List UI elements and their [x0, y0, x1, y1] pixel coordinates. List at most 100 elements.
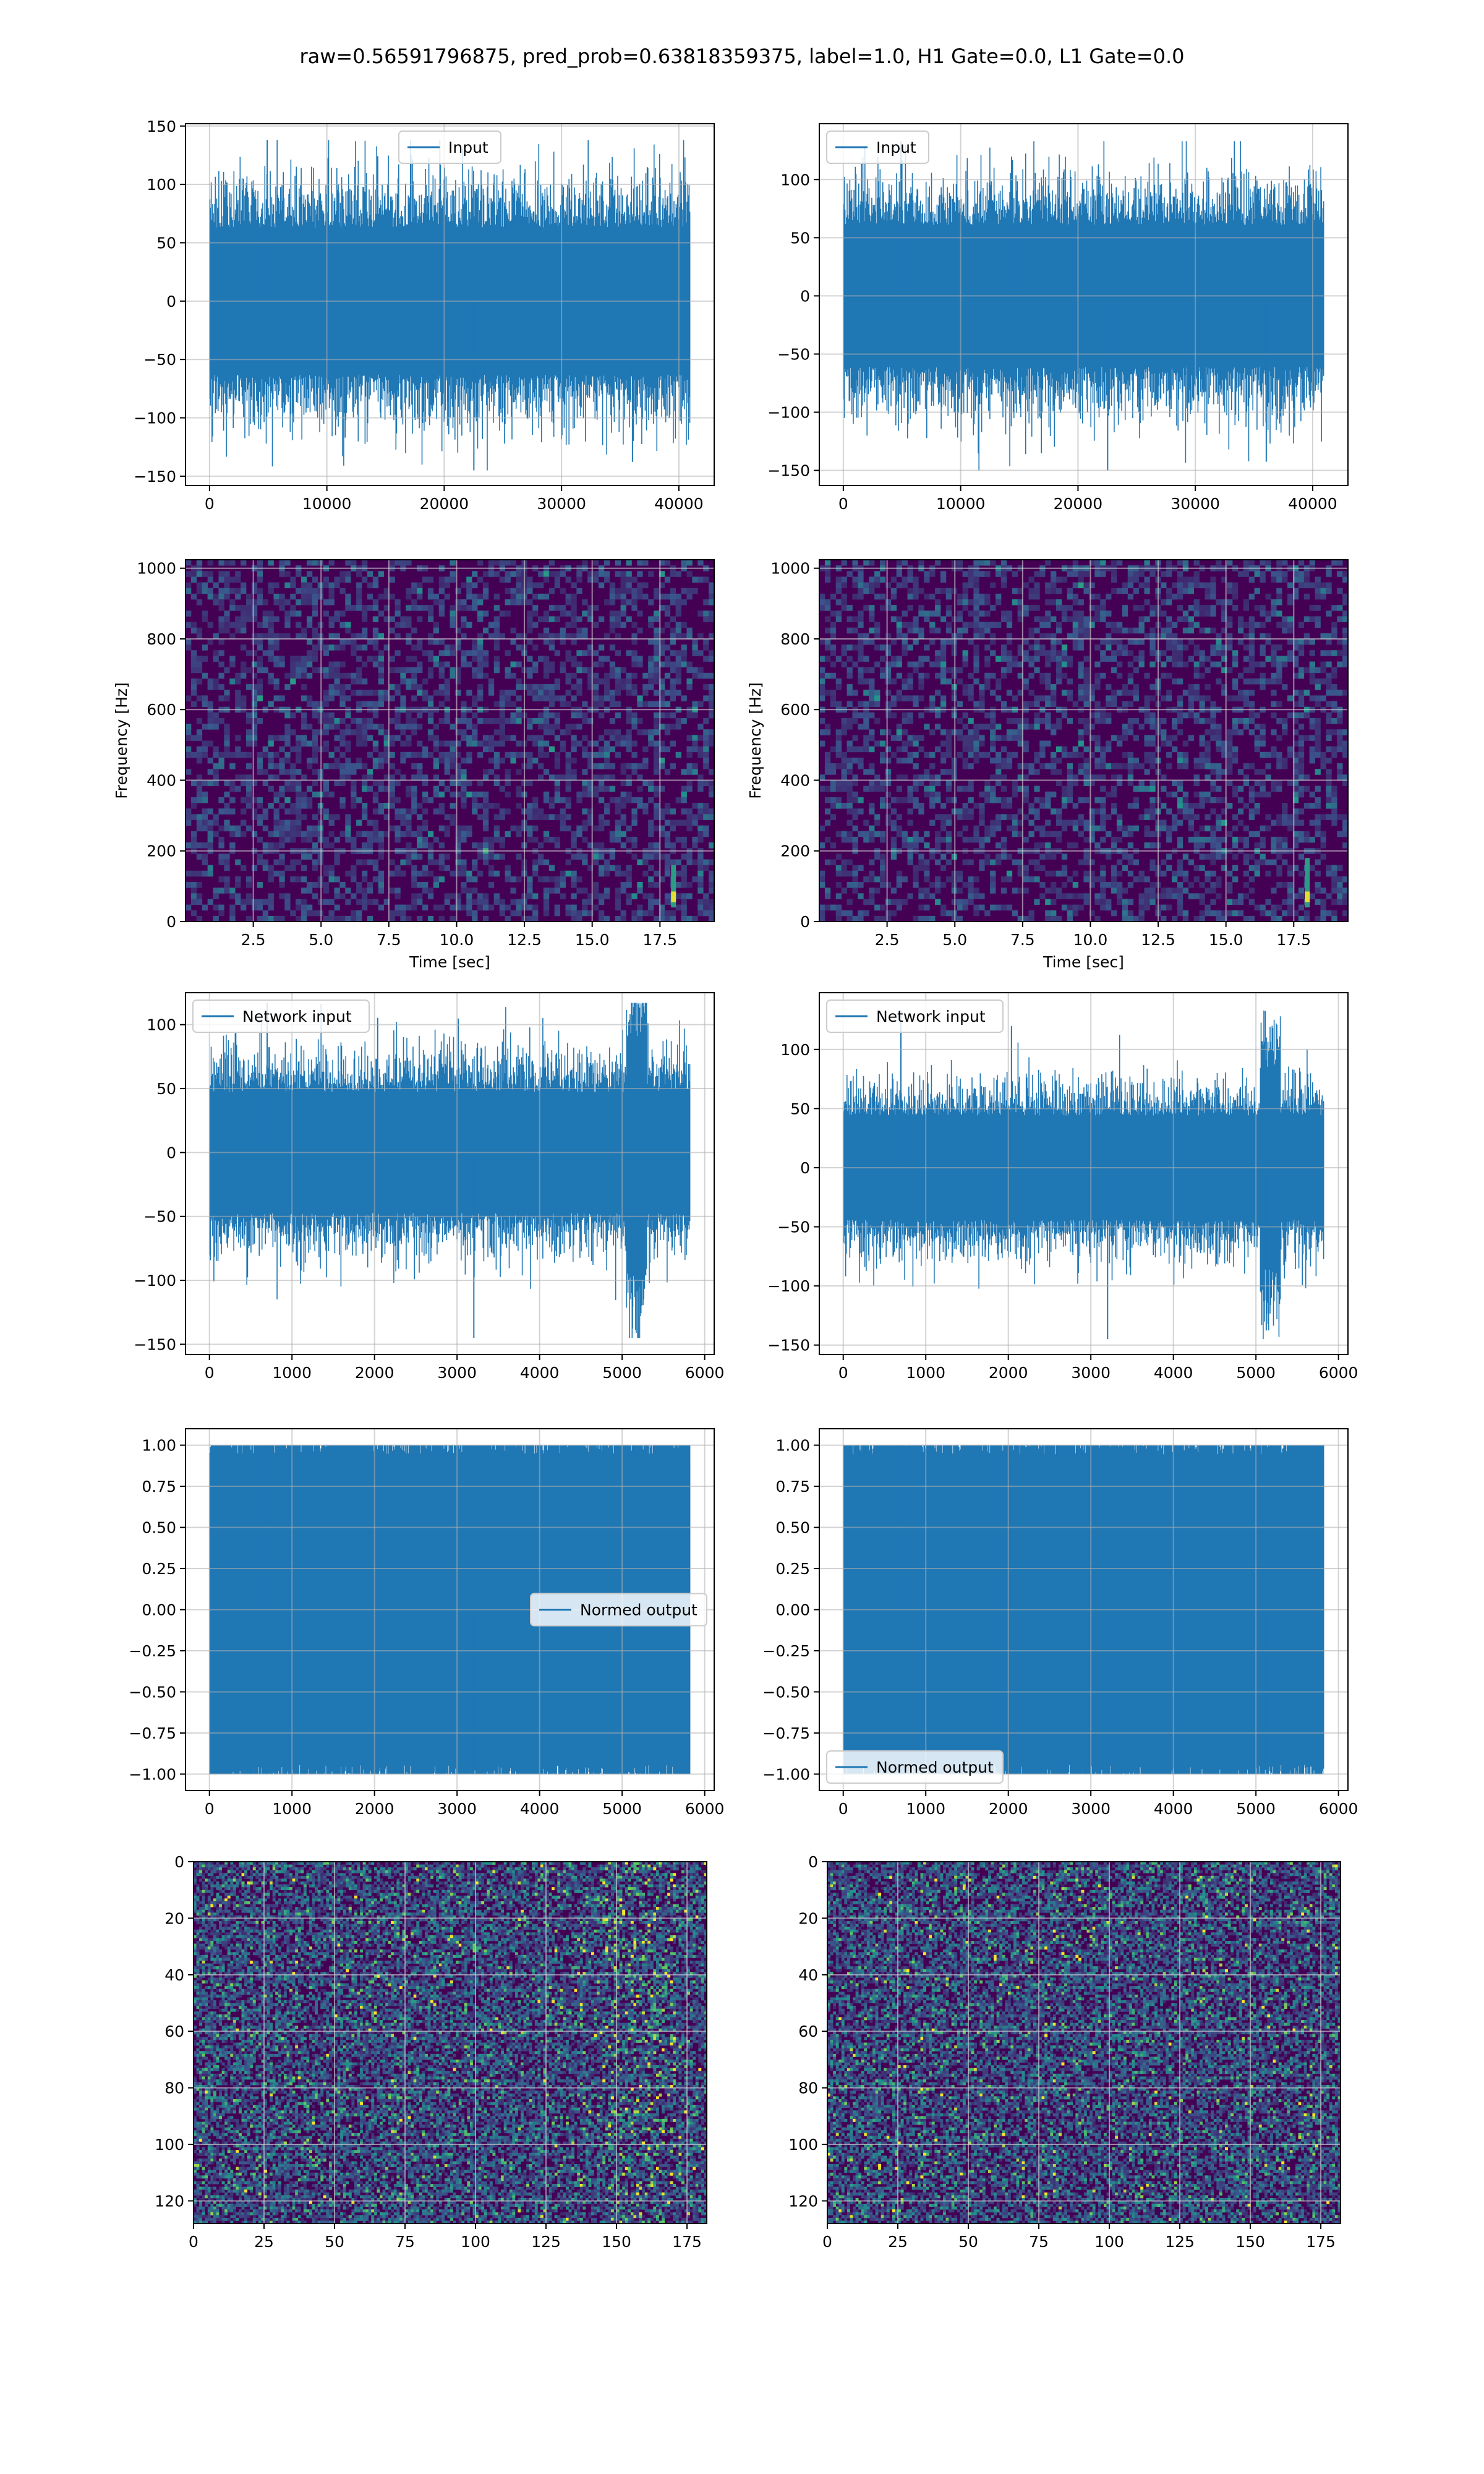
h1-spectrogram-xtick-0: 2.5	[241, 931, 266, 949]
l1-network-input-xtick-4: 4000	[1154, 1364, 1193, 1382]
h1-spectrogram-frame	[185, 559, 715, 922]
h1-spectrogram-plot-area	[186, 560, 714, 922]
h1-feature-map-subplot: 0 25 50 75 100 125 150 175 0 20 40 60 80 100 120	[155, 1853, 707, 2251]
l1-feature-map-plot-area	[827, 1862, 1341, 2224]
l1-feature-map-xtick-7: 175	[1306, 2233, 1336, 2251]
h1-input-ytick-2: −50	[143, 351, 176, 369]
l1-normed-output-ytick-3: −0.25	[762, 1642, 810, 1660]
h1-normed-output-subplot: 0 1000 2000 3000 4000 5000 6000 −1.00 −0.75 −0.50…	[129, 1428, 724, 1818]
l1-input-ytick-2: −50	[777, 345, 810, 363]
l1-input-plot-area	[819, 124, 1348, 486]
h1-feature-map-ytick-2: 40	[164, 1966, 184, 1984]
h1-input-plot-area	[186, 124, 714, 486]
l1-spectrogram-chirp-trace	[1305, 858, 1310, 908]
h1-spectrogram-xtick-6: 17.5	[642, 931, 677, 949]
h1-normed-output-ytick-7: 0.75	[142, 1478, 176, 1496]
h1-normed-output-ytick-4: 0.00	[142, 1601, 176, 1619]
h1-spectrogram-ytick-1: 200	[147, 842, 176, 860]
l1-spectrogram-ticks: 2.5 5.0 7.5 10.0 12.5 15.0 17.5 0 200 400 600 800 10…	[770, 560, 1311, 949]
h1-input-legend: Input	[398, 131, 501, 164]
l1-normed-output-plot-area	[819, 1429, 1348, 1791]
l1-input-ytick-1: −100	[767, 403, 810, 421]
l1-network-input-xtick-6: 6000	[1319, 1364, 1358, 1382]
l1-network-input-xtick-2: 2000	[989, 1364, 1028, 1382]
l1-feature-map-xtick-4: 100	[1094, 2233, 1124, 2251]
h1-spectrogram-chirp-trace	[671, 865, 676, 908]
l1-input-ytick-3: 0	[800, 287, 810, 305]
h1-spectrogram-ytick-0: 0	[166, 913, 176, 931]
h1-network-input-ytick-2: −50	[143, 1208, 176, 1226]
l1-spectrogram-xtick-6: 17.5	[1276, 931, 1311, 949]
l1-feature-map-xtick-3: 75	[1029, 2233, 1049, 2251]
l1-normed-output-ytick-8: 1.00	[775, 1437, 810, 1455]
h1-network-input-subplot: 0 1000 2000 3000 4000 5000 6000 −150 −100 −50 0 50 1…	[134, 992, 724, 1382]
h1-network-input-xtick-5: 5000	[602, 1364, 642, 1382]
h1-input-ytick-0: −150	[134, 468, 176, 486]
h1-network-input-ytick-3: 0	[166, 1144, 176, 1162]
l1-network-input-ytick-5: 100	[780, 1041, 810, 1059]
l1-normed-output-xtick-1: 1000	[906, 1800, 945, 1818]
l1-network-input-xtick-5: 5000	[1236, 1364, 1276, 1382]
l1-normed-output-legend-label: Normed output	[876, 1758, 994, 1776]
h1-normed-output-legend-label: Normed output	[580, 1601, 697, 1619]
h1-network-input-xtick-2: 2000	[355, 1364, 394, 1382]
l1-normed-output-legend: Normed output	[826, 1750, 1004, 1784]
l1-input-xtick-1: 10000	[936, 495, 986, 513]
h1-feature-map-xtick-5: 125	[531, 2233, 561, 2251]
l1-spectrogram-ytick-4: 800	[780, 630, 810, 648]
l1-feature-map-heatmap-cells	[827, 1862, 1341, 2224]
l1-input-legend: Input	[826, 131, 929, 164]
l1-spectrogram-plot-area	[819, 560, 1348, 922]
l1-normed-output-subplot: 0 1000 2000 3000 4000 5000 6000 −1.00 −0.75 −0.50…	[762, 1428, 1358, 1818]
l1-network-input-ytick-1: −100	[767, 1277, 810, 1295]
h1-feature-map-ytick-3: 60	[164, 2022, 184, 2040]
h1-spectrogram-xtick-2: 7.5	[377, 931, 401, 949]
h1-feature-map-xtick-6: 150	[602, 2233, 631, 2251]
h1-feature-map-heatmap-cells	[194, 1862, 707, 2224]
l1-feature-map-ytick-2: 40	[798, 1966, 818, 1984]
h1-spectrogram-ylabel: Frequency [Hz]	[113, 682, 130, 799]
h1-spectrogram-chirp-peak	[671, 891, 676, 902]
h1-normed-output-ytick-6: 0.50	[142, 1519, 176, 1537]
h1-feature-map-frame	[193, 1861, 707, 2224]
l1-input-ytick-4: 50	[790, 229, 810, 247]
h1-feature-map-ytick-6: 120	[155, 2192, 184, 2210]
h1-input-xtick-1: 10000	[302, 495, 352, 513]
l1-spectrogram-ytick-5: 1000	[770, 560, 810, 578]
l1-input-frame	[819, 123, 1349, 486]
h1-network-input-xtick-0: 0	[205, 1364, 215, 1382]
h1-feature-map-xtick-0: 0	[189, 2233, 198, 2251]
h1-normed-output-ytick-5: 0.25	[142, 1560, 176, 1578]
l1-normed-output-xtick-4: 4000	[1154, 1800, 1193, 1818]
l1-network-input-ticks: 0 1000 2000 3000 4000 5000 6000 −150 −100 −50 0 50 1…	[767, 1041, 1358, 1382]
l1-spectrogram-subplot: 2.5 5.0 7.5 10.0 12.5 15.0 17.5 0 200 400 600 800 10…	[746, 559, 1349, 971]
l1-feature-map-xtick-0: 0	[822, 2233, 832, 2251]
l1-network-input-xtick-3: 3000	[1071, 1364, 1111, 1382]
h1-spectrogram-xtick-3: 10.0	[440, 931, 474, 949]
h1-feature-map-ytick-5: 100	[155, 2136, 184, 2154]
h1-input-signal-line	[209, 140, 691, 471]
h1-input-xtick-2: 20000	[420, 495, 469, 513]
h1-spectrogram-ytick-3: 600	[147, 701, 176, 719]
l1-normed-output-ytick-2: −0.50	[762, 1683, 810, 1701]
l1-feature-map-subplot: 0 25 50 75 100 125 150 175 0 20 40 60 80 100 120	[788, 1853, 1341, 2251]
h1-network-input-legend-label: Network input	[242, 1008, 352, 1025]
h1-feature-map-xtick-7: 175	[672, 2233, 702, 2251]
h1-input-legend-label: Input	[448, 139, 488, 156]
l1-feature-map-xtick-2: 50	[958, 2233, 978, 2251]
h1-spectrogram-xtick-1: 5.0	[309, 931, 333, 949]
l1-input-xtick-3: 30000	[1171, 495, 1220, 513]
l1-feature-map-xtick-6: 150	[1235, 2233, 1265, 2251]
h1-feature-map-ytick-0: 0	[174, 1853, 184, 1871]
h1-network-input-signal-line	[209, 1003, 691, 1338]
l1-network-input-ytick-0: −150	[767, 1337, 810, 1355]
l1-spectrogram-xtick-2: 7.5	[1010, 931, 1035, 949]
l1-network-input-signal-line	[843, 1010, 1324, 1340]
h1-feature-map-xtick-2: 50	[325, 2233, 344, 2251]
l1-input-ticks: 0 10000 20000 30000 40000 −150 −100 −50 0 50 100	[767, 171, 1337, 513]
h1-feature-map-ytick-1: 20	[164, 1909, 184, 1927]
h1-normed-output-ytick-8: 1.00	[142, 1437, 176, 1455]
h1-input-subplot: 0 10000 20000 30000 40000 −150 −100 −50 0 50 100 15…	[134, 118, 715, 513]
h1-network-input-frame	[185, 992, 715, 1355]
h1-spectrogram-xlabel: Time [sec]	[409, 953, 490, 971]
